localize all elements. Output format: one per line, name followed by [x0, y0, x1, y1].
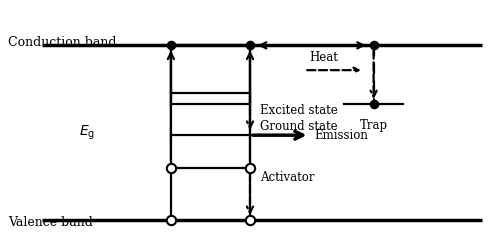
- Text: $E_\mathrm{g}$: $E_\mathrm{g}$: [79, 124, 95, 142]
- Point: [246, 218, 254, 222]
- Point: [370, 103, 378, 106]
- Text: Heat: Heat: [310, 51, 338, 64]
- Point: [167, 43, 175, 47]
- Point: [167, 218, 175, 222]
- Text: Ground state: Ground state: [260, 120, 338, 133]
- Text: Valence band: Valence band: [8, 216, 92, 229]
- Text: Emission: Emission: [314, 129, 368, 142]
- Point: [246, 166, 254, 170]
- Bar: [171, 45, 250, 105]
- Text: Conduction band: Conduction band: [8, 37, 116, 49]
- Text: Activator: Activator: [260, 171, 314, 184]
- Point: [370, 43, 378, 47]
- Point: [167, 166, 175, 170]
- Text: Excited state: Excited state: [260, 105, 338, 117]
- Text: Trap: Trap: [360, 119, 388, 132]
- Point: [246, 43, 254, 47]
